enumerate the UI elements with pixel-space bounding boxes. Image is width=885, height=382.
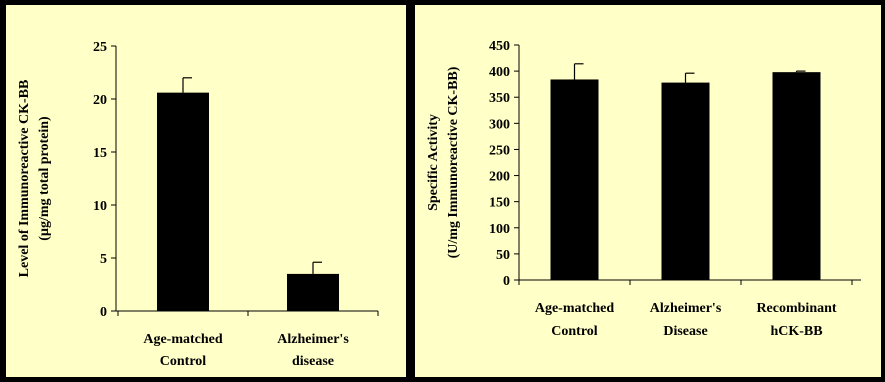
bar (287, 273, 339, 311)
y-axis-title: Specific Activity (426, 114, 441, 211)
bar (157, 92, 209, 311)
y-tick-label: 450 (489, 39, 510, 54)
y-tick-label: 50 (496, 248, 510, 263)
y-tick-label: 20 (93, 93, 107, 108)
category-label: hCK-BB (770, 324, 822, 339)
chart-panel-right: 0 50 100 150 200 250 300 350 400 450 Age-matched Co… (415, 5, 881, 377)
y-tick-label: 15 (93, 146, 107, 161)
y-tick-label: 25 (93, 40, 107, 55)
category-label: Age-matched (143, 332, 223, 347)
y-tick-label: 0 (100, 305, 107, 320)
category-label: Control (160, 354, 207, 369)
y-axis-title: Level of Immunoreactive CK-BB (17, 80, 32, 278)
y-tick-label: 250 (489, 143, 510, 158)
y-axis-title: (µg/mg total protein) (37, 116, 52, 241)
category-label: Alzheimer's (650, 301, 722, 316)
category-label: Alzheimer's (277, 332, 349, 347)
y-tick-label: 150 (489, 196, 510, 211)
category-label: Control (551, 324, 598, 339)
y-tick-label: 300 (489, 117, 510, 132)
bar-chart-specific-activity: 0 50 100 150 200 250 300 350 400 450 Age-matched Co… (426, 39, 861, 339)
chart-panel-left: 0 5 10 15 20 25 Age-matched Control Alzheimer's d… (6, 5, 406, 377)
y-tick-label: 100 (489, 222, 510, 237)
bar (661, 82, 710, 280)
category-label: Age-matched (535, 301, 615, 316)
y-tick-label: 5 (100, 252, 107, 267)
y-tick-label: 0 (503, 274, 510, 289)
category-label: Recombinant (756, 301, 836, 316)
bar-chart-immunoreactive-level: 0 5 10 15 20 25 Age-matched Control Alzheimer's d… (17, 40, 379, 369)
category-label: disease (292, 354, 334, 369)
bar (772, 72, 821, 281)
y-axis-title: (U/mg Immunoreactive CK-BB) (446, 66, 461, 258)
bar (550, 79, 599, 280)
y-tick-label: 200 (489, 170, 510, 185)
y-tick-label: 400 (489, 65, 510, 80)
category-label: Disease (663, 324, 707, 339)
y-tick-label: 350 (489, 91, 510, 106)
y-tick-label: 10 (93, 199, 107, 214)
